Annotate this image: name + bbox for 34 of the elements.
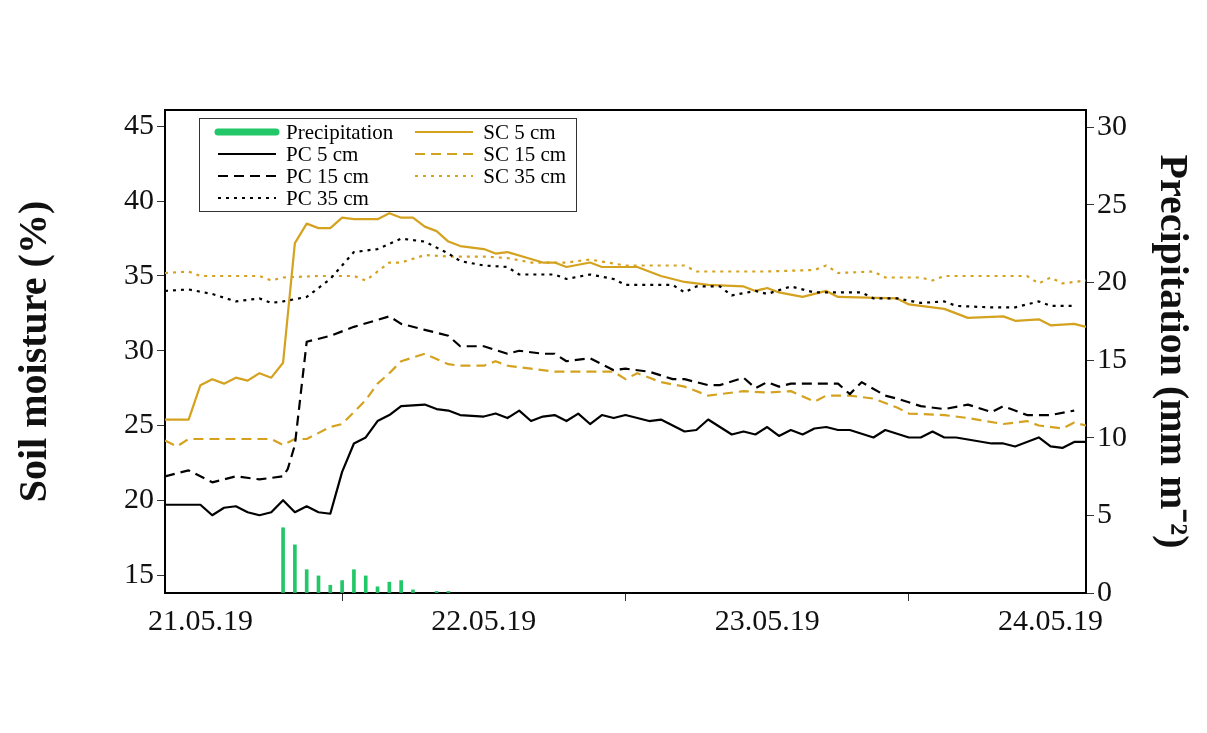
y-axis-title: Soil moisture (%) <box>10 200 56 503</box>
y2-tick-label: 15 <box>1097 340 1127 374</box>
bar <box>340 580 344 593</box>
y-tick-label: 30 <box>124 331 154 365</box>
bar <box>375 586 380 593</box>
x-tick-label: 21.05.19 <box>147 602 253 636</box>
bar <box>293 544 297 593</box>
bar <box>304 569 309 593</box>
y-tick-label: 20 <box>124 481 154 515</box>
y2-tick-label: 30 <box>1097 107 1127 141</box>
legend-label: SC 15 cm <box>483 142 567 166</box>
bar <box>363 575 368 593</box>
legend-label: SC 5 cm <box>483 120 556 144</box>
x-tick-label: 22.05.19 <box>431 602 537 636</box>
bar <box>399 580 403 593</box>
y2-tick-label: 25 <box>1097 185 1127 219</box>
bar <box>281 527 285 593</box>
y2-axis-title: Precipitation (mm m⁻²) <box>1151 154 1197 549</box>
y-tick-label: 25 <box>124 406 154 440</box>
y-tick-label: 35 <box>124 256 154 290</box>
legend-label: SC 35 cm <box>483 164 567 188</box>
legend-label: PC 35 cm <box>286 186 369 210</box>
y-tick-label: 40 <box>124 182 154 216</box>
bar <box>352 569 356 593</box>
legend-label: Precipitation <box>286 120 394 144</box>
y2-tick-label: 10 <box>1097 418 1127 452</box>
y-tick-label: 45 <box>124 107 154 141</box>
legend-label: PC 15 cm <box>286 164 369 188</box>
y2-tick-label: 20 <box>1097 263 1127 297</box>
bar <box>328 584 333 593</box>
x-tick-label: 23.05.19 <box>714 602 820 636</box>
bar <box>411 589 415 593</box>
y-tick-label: 15 <box>124 555 154 589</box>
y2-tick-label: 5 <box>1097 496 1112 530</box>
